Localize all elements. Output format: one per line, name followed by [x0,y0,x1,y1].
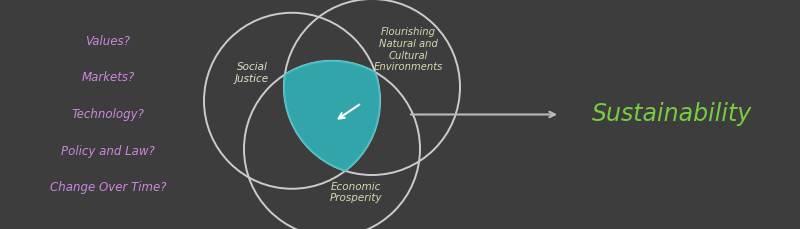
Text: Sustainability: Sustainability [592,103,752,126]
Text: Economic
Prosperity: Economic Prosperity [330,182,382,203]
Text: Technology?: Technology? [71,108,145,121]
Polygon shape [284,61,380,171]
Text: Markets?: Markets? [82,71,134,84]
Text: Values?: Values? [86,35,130,48]
Text: Policy and Law?: Policy and Law? [61,145,155,158]
Text: Social
Justice: Social Justice [235,63,269,84]
Text: Change Over Time?: Change Over Time? [50,181,166,194]
Text: Flourishing
Natural and
Cultural
Environments: Flourishing Natural and Cultural Environ… [374,27,442,72]
